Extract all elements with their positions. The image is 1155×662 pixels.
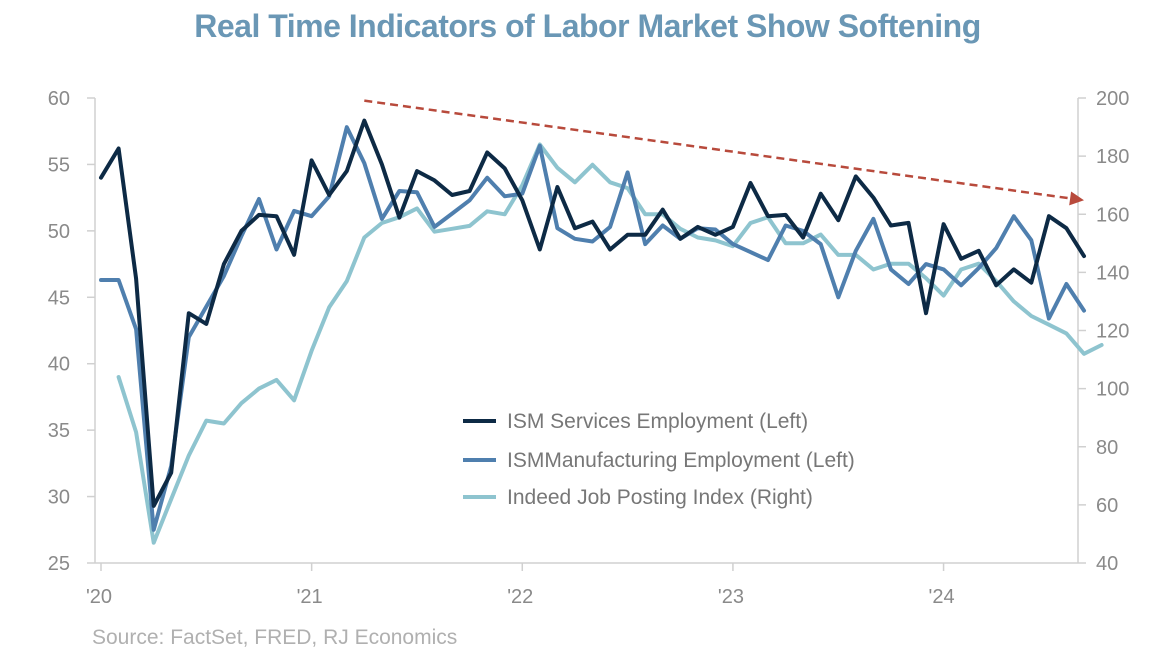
right-tick-label: 40 — [1096, 553, 1118, 575]
left-tick-label: 35 — [48, 420, 70, 442]
x-tick-label: '22 — [507, 586, 533, 608]
right-tick-label: 180 — [1096, 146, 1129, 168]
legend: ISM Services Employment (Left) ISMManufac… — [463, 410, 855, 509]
right-tick-label: 160 — [1096, 204, 1129, 226]
series-layer — [99, 118, 1104, 545]
trend-arrow-head — [1069, 191, 1084, 206]
left-tick-label: 30 — [48, 487, 70, 509]
left-tick-label: 40 — [48, 354, 70, 376]
left-tick-label: 25 — [48, 553, 70, 575]
trend-arrow-line — [364, 99, 1071, 200]
right-tick-label: 100 — [1096, 379, 1129, 401]
left-tick-label: 55 — [48, 154, 70, 176]
chart-title: Real Time Indicators of Labor Market Sho… — [194, 8, 981, 44]
right-tick-label: 140 — [1096, 262, 1129, 284]
legend-label: ISMManufacturing Employment (Left) — [507, 449, 855, 472]
axes-layer: 25 30 35 40 45 50 55 60 40 60 80 100 120 140 160 180 200… — [48, 88, 1130, 608]
right-tick-label: 120 — [1096, 321, 1129, 343]
legend-label: Indeed Job Posting Index (Right) — [507, 486, 813, 509]
x-tick-label: '21 — [297, 586, 323, 608]
x-tick-label: '23 — [718, 586, 744, 608]
left-tick-label: 50 — [48, 221, 70, 243]
right-tick-label: 60 — [1096, 495, 1118, 517]
x-tick-label: '24 — [929, 586, 955, 608]
left-tick-label: 45 — [48, 287, 70, 309]
source-note: Source: FactSet, FRED, RJ Economics — [92, 626, 458, 649]
left-tick-label: 60 — [48, 88, 70, 110]
right-tick-label: 80 — [1096, 437, 1118, 459]
series-line-1 — [99, 118, 1086, 508]
series-line-3 — [116, 142, 1104, 545]
annotation-layer — [364, 99, 1084, 206]
legend-label: ISM Services Employment (Left) — [507, 410, 808, 433]
right-tick-label: 200 — [1096, 88, 1129, 110]
x-tick-label: '20 — [86, 586, 112, 608]
